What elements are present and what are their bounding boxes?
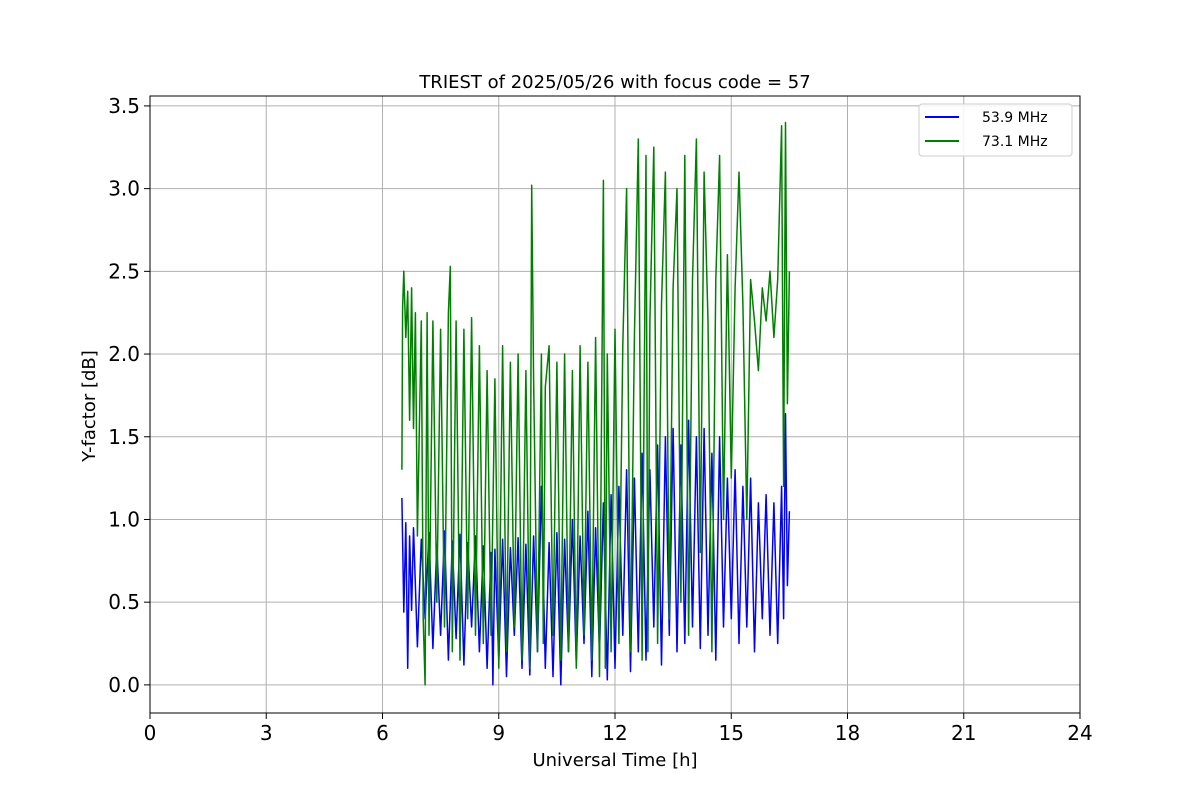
series-line-73-1-mhz [401, 121, 791, 686]
x-axis-label: Universal Time [h] [532, 750, 697, 771]
x-tick-label: 12 [602, 721, 627, 745]
x-tick-label: 18 [835, 721, 860, 745]
y-tick-label: 1.0 [108, 507, 140, 531]
x-tick-label: 9 [492, 721, 505, 745]
y-tick-label: 3.0 [108, 177, 140, 201]
y-tick-label: 0.5 [108, 590, 140, 614]
x-tick-label: 15 [719, 721, 744, 745]
y-tick-label: 0.0 [108, 673, 140, 697]
legend-label-73-1-mhz: 73.1 MHz [982, 134, 1048, 150]
legend-label-53-9-mhz: 53.9 MHz [982, 110, 1048, 126]
x-tick-label: 6 [376, 721, 389, 745]
grid [149, 96, 1081, 713]
y-tick-label: 2.0 [108, 342, 140, 366]
legend: 53.9 MHz 73.1 MHz [918, 103, 1073, 157]
x-tick-label: 0 [144, 721, 157, 745]
y-axis-ticks: 0.0 0.5 1.0 1.5 2.0 2.5 3.0 3.5 [108, 94, 150, 697]
x-tick-label: 21 [951, 721, 976, 745]
x-tick-label: 3 [260, 721, 273, 745]
chart-title: TRIEST of 2025/05/26 with focus code = 5… [418, 72, 810, 93]
plot-series [401, 121, 791, 686]
y-tick-label: 3.5 [108, 94, 140, 118]
y-axis-label: Y-factor [dB] [79, 350, 100, 463]
x-tick-label: 24 [1067, 721, 1092, 745]
y-tick-label: 2.5 [108, 259, 140, 283]
y-tick-label: 1.5 [108, 425, 140, 449]
x-axis-ticks: 0 3 6 9 12 15 18 21 24 [144, 713, 1093, 745]
